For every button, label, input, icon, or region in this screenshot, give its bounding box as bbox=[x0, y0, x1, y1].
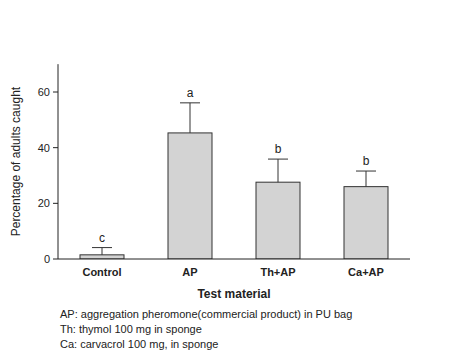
y-tick-label: 40 bbox=[38, 142, 50, 154]
significance-letter: b bbox=[363, 154, 370, 168]
x-axis bbox=[58, 259, 410, 260]
y-tick bbox=[53, 203, 58, 204]
bar bbox=[256, 182, 300, 259]
error-cap bbox=[92, 247, 112, 248]
page: {"chart_data": {"type": "bar", "categori… bbox=[0, 0, 468, 360]
error-line bbox=[102, 248, 103, 255]
bar bbox=[344, 187, 388, 259]
y-tick-label: 20 bbox=[38, 197, 50, 209]
y-axis bbox=[58, 64, 59, 259]
x-tick-label: Ca+AP bbox=[348, 266, 384, 278]
x-tick-label: Th+AP bbox=[260, 266, 295, 278]
bar bbox=[80, 255, 124, 259]
chart: c a b b 0 20 40 60 Control AP Th+AP Ca+AP Test mater… bbox=[0, 0, 468, 360]
error-bar bbox=[180, 103, 200, 133]
error-line bbox=[366, 171, 367, 187]
x-tick-label: Control bbox=[82, 266, 121, 278]
error-bar bbox=[268, 159, 288, 182]
bars bbox=[80, 103, 388, 259]
error-cap bbox=[356, 171, 376, 172]
error-cap bbox=[180, 102, 200, 103]
y-tick-label: 60 bbox=[38, 86, 50, 98]
footnote: Ca: carvacrol 100 mg, in sponge bbox=[60, 338, 218, 350]
error-cap bbox=[268, 159, 288, 160]
footnote: AP: aggregation pheromone(commercial pro… bbox=[60, 308, 352, 320]
bar bbox=[168, 133, 212, 259]
footnote: Th: thymol 100 mg in sponge bbox=[60, 323, 202, 335]
y-axis-label: Percentage of adults caught bbox=[9, 86, 23, 236]
y-tick bbox=[53, 147, 58, 148]
significance-letter: a bbox=[187, 86, 194, 100]
error-bar bbox=[356, 171, 376, 187]
significance-letter: c bbox=[99, 231, 105, 245]
error-line bbox=[190, 103, 191, 133]
x-axis-label: Test material bbox=[197, 287, 270, 301]
y-tick bbox=[53, 259, 58, 260]
y-tick bbox=[53, 92, 58, 93]
significance-letter: b bbox=[275, 142, 282, 156]
y-tick-label: 0 bbox=[44, 253, 50, 265]
x-tick-label: AP bbox=[182, 266, 197, 278]
error-bar bbox=[92, 248, 112, 255]
error-line bbox=[278, 159, 279, 182]
